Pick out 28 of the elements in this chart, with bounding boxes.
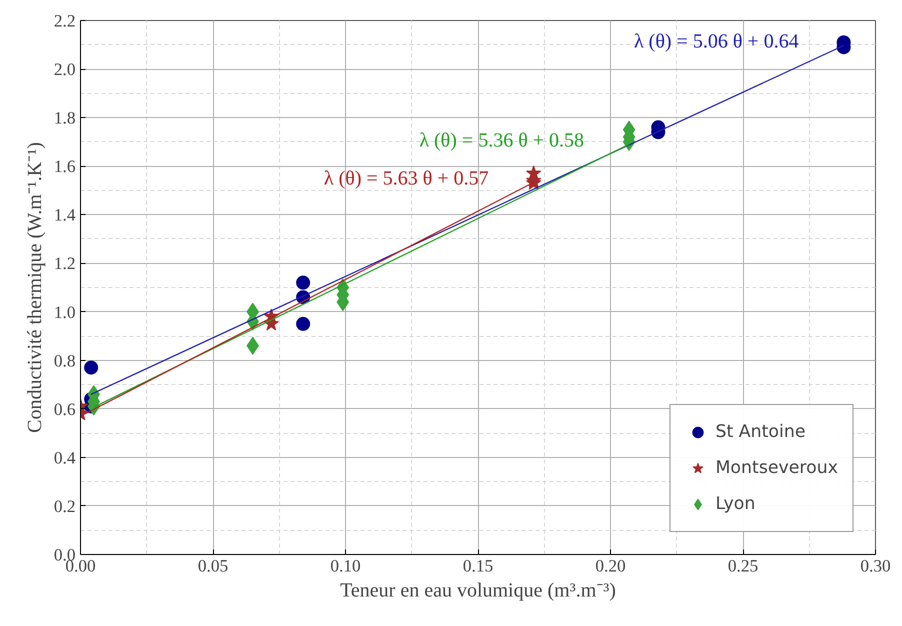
x-tick-label: 0.20 [595, 556, 626, 576]
annotation: λ (θ) = 5.06 θ + 0.64 [634, 30, 799, 52]
y-tick-label: 1.8 [54, 108, 76, 128]
x-tick-label: 0.05 [198, 556, 228, 576]
x-axis-title: Teneur en eau volumique (m³.m⁻³) [340, 580, 616, 602]
y-tick-label: 0.8 [54, 351, 76, 370]
x-tick-label: 0.25 [728, 556, 758, 576]
y-tick-label: 1.2 [54, 254, 76, 274]
x-tick-label: 0.15 [462, 556, 494, 576]
x-tick-label: 0.30 [860, 556, 891, 576]
legend-label: Montseveroux [715, 458, 838, 478]
y-tick-label: 1.0 [54, 302, 76, 322]
y-tick-label: 1.6 [54, 157, 76, 176]
y-tick-label: 0.2 [54, 496, 76, 516]
y-tick-label: 2.2 [54, 12, 76, 30]
y-tick-label: 0.4 [54, 448, 76, 468]
point [84, 360, 98, 375]
y-tick-label: 0.6 [54, 400, 76, 419]
legend-label: St Antoine [715, 422, 806, 442]
point [296, 276, 310, 290]
y-tick-label: 1.4 [54, 206, 76, 225]
x-tick-label: 0.10 [330, 556, 361, 576]
legend-label: Lyon [715, 494, 756, 514]
point [296, 316, 310, 331]
y-axis-title: Conductivité thermique (W.m⁻¹.K⁻¹) [24, 142, 46, 433]
annotation: λ (θ) = 5.36 θ + 0.58 [419, 129, 584, 152]
y-tick-label: 2.0 [54, 60, 76, 80]
annotation: λ (θ) = 5.63 θ + 0.57 [324, 167, 489, 190]
